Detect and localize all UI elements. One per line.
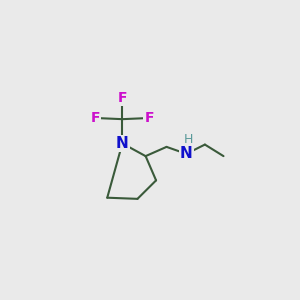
Text: H: H <box>184 134 193 146</box>
Text: N: N <box>180 146 193 161</box>
Text: F: F <box>118 92 127 105</box>
Text: N: N <box>116 136 129 151</box>
Text: F: F <box>144 111 154 125</box>
Text: F: F <box>91 111 100 125</box>
